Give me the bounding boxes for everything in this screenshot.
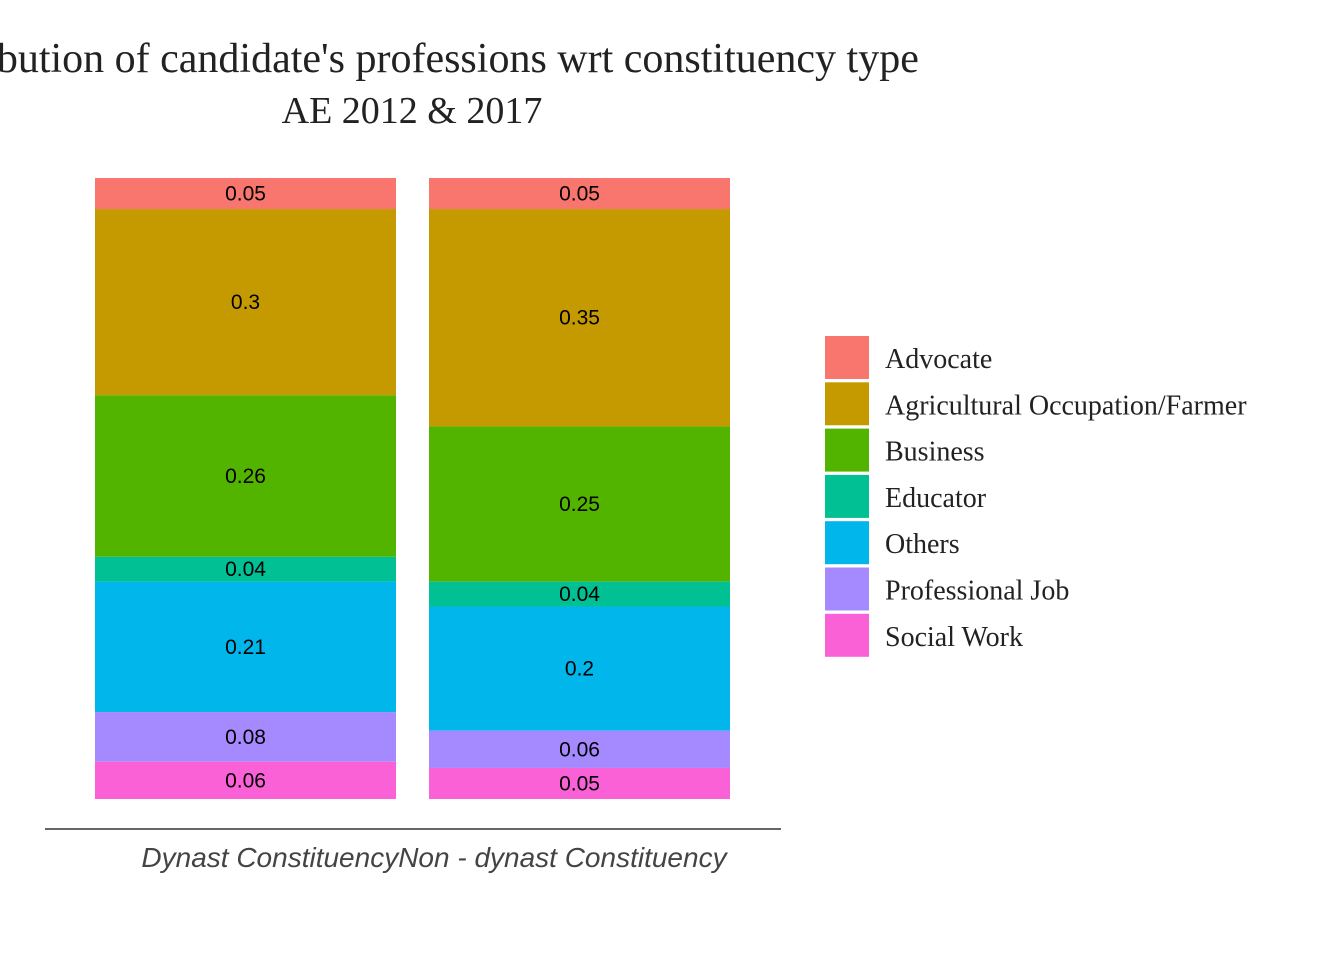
legend-swatch-4 — [825, 521, 869, 565]
data-label-1-0: 0.05 — [559, 183, 600, 206]
legend-swatch-1 — [825, 382, 869, 426]
bar-segment-1-5 — [429, 730, 730, 768]
data-label-1-6: 0.05 — [559, 772, 600, 795]
data-label-0-5: 0.08 — [225, 726, 266, 749]
data-label-1-3: 0.04 — [559, 583, 600, 606]
bar-stacks: 0.050.30.260.040.210.080.060.050.350.250… — [95, 178, 730, 799]
bar-segment-0-2 — [95, 395, 396, 557]
bar-segment-0-1 — [95, 209, 396, 396]
bar-segment-0-5 — [95, 712, 396, 762]
bar-segment-0-6 — [95, 761, 396, 799]
data-label-1-1: 0.35 — [559, 307, 600, 330]
bar-segment-1-2 — [429, 426, 730, 582]
data-label-1-4: 0.2 — [565, 658, 594, 681]
data-label-0-0: 0.05 — [225, 183, 266, 206]
data-label-1-5: 0.06 — [559, 738, 600, 761]
legend-label-1: Agricultural Occupation/Farmer — [885, 390, 1247, 421]
legend-swatch-3 — [825, 474, 869, 518]
bar-segment-1-6 — [429, 767, 730, 799]
legend-swatch-5 — [825, 567, 869, 611]
bar-group-1: 0.05 0.35 0.25 0.04 0.2 0.06 0.05 — [429, 178, 730, 799]
bar-segment-1-3 — [429, 581, 730, 607]
chart-subtitle: AE 2012 & 2017 — [282, 90, 543, 132]
bar-segment-0-0 — [95, 178, 396, 210]
data-label-1-2: 0.25 — [559, 493, 600, 516]
x-axis-label: Dynast ConstituencyNon - dynast Constitu… — [141, 842, 728, 873]
legend-label-4: Others — [885, 529, 960, 560]
legend-swatch-6 — [825, 613, 869, 657]
data-label-0-3: 0.04 — [225, 558, 266, 581]
legend-label-3: Educator — [885, 483, 987, 514]
bar-group-0: 0.05 0.3 0.26 0.04 0.21 0.08 0.06 — [95, 178, 396, 799]
chart-title: Distribution of candidate's professions … — [0, 36, 919, 82]
legend-label-5: Professional Job — [885, 576, 1069, 607]
legend-swatch-0 — [825, 336, 869, 379]
legend-label-2: Business — [885, 437, 985, 468]
bar-segment-1-4 — [429, 606, 730, 731]
legend: Advocate Agricultural Occupation/Farmer Bu… — [825, 336, 1247, 657]
bar-segment-0-4 — [95, 581, 396, 713]
data-label-0-4: 0.21 — [225, 636, 266, 659]
legend-swatch-2 — [825, 428, 869, 472]
bar-segment-1-0 — [429, 178, 730, 210]
data-label-0-2: 0.26 — [225, 465, 266, 488]
legend-label-6: Social Work — [885, 622, 1023, 653]
bar-segment-0-3 — [95, 556, 396, 582]
data-label-0-1: 0.3 — [231, 291, 260, 314]
legend-label-0: Advocate — [885, 344, 992, 375]
data-label-0-6: 0.06 — [225, 769, 266, 792]
bar-segment-1-1 — [429, 209, 730, 427]
